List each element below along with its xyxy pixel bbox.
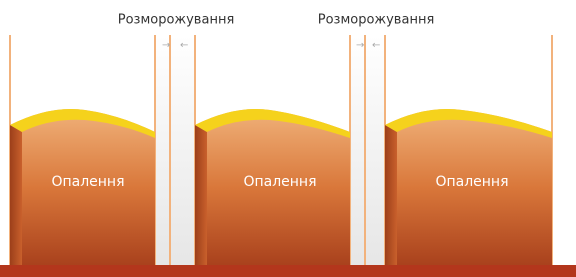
defrost-label: Розморожування: [118, 13, 235, 28]
svg-text:←: ←: [372, 40, 380, 51]
defrost-gap: [155, 35, 195, 267]
defrost-label: Розморожування: [318, 13, 435, 28]
defrost-gap: [350, 35, 385, 267]
svg-text:→: →: [356, 40, 364, 51]
svg-text:←: ←: [180, 40, 188, 51]
svg-text:→: →: [162, 40, 170, 51]
heating-label: Опалення: [243, 174, 316, 190]
time-axis-strip: [0, 265, 576, 277]
diagram: → ← → ← Розморожування Розморожування Опал…: [0, 0, 576, 277]
heating-label: Опалення: [435, 174, 508, 190]
heating-label: Опалення: [51, 174, 124, 190]
